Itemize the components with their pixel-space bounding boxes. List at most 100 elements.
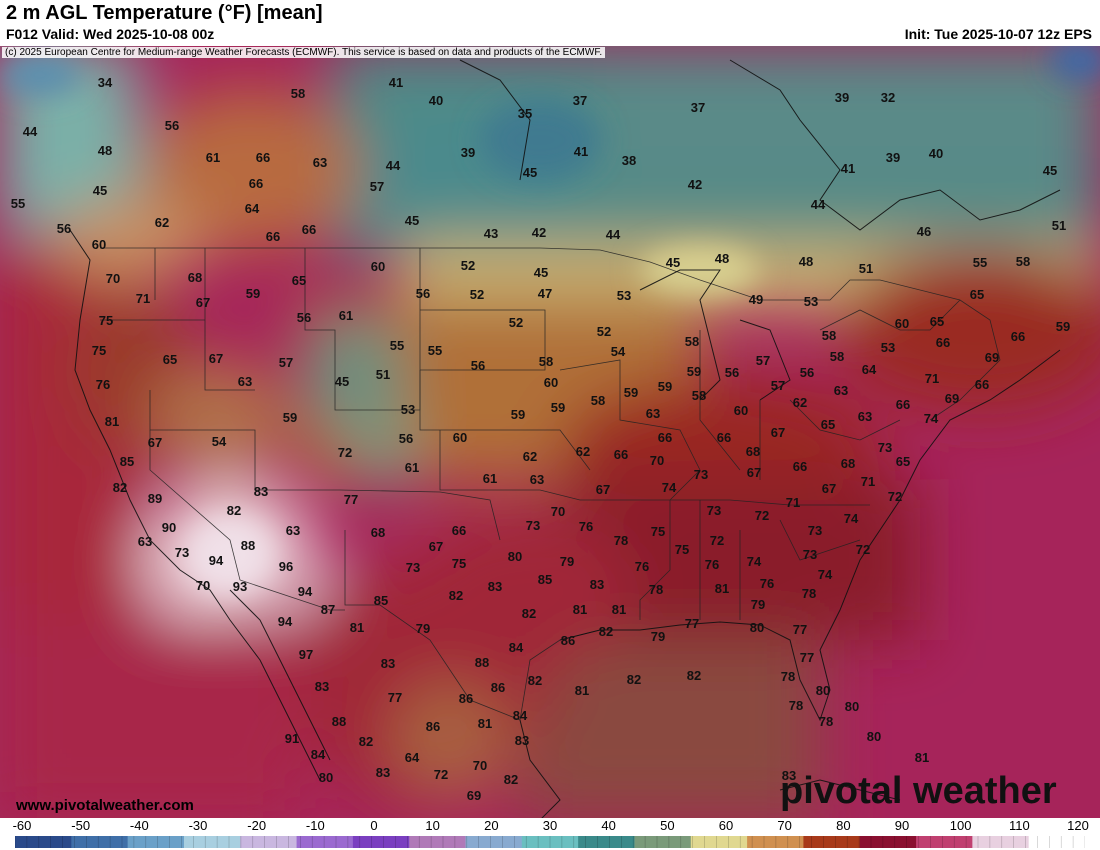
- temperature-value-label: 84: [509, 640, 524, 655]
- temperature-value-label: 82: [687, 668, 701, 683]
- temperature-value-label: 73: [694, 467, 708, 482]
- temperature-value-label: 67: [209, 351, 223, 366]
- legend-color-segment: [71, 836, 129, 848]
- temperature-value-label: 83: [381, 656, 395, 671]
- temperature-value-label: 77: [388, 690, 402, 705]
- temperature-value-label: 75: [675, 542, 689, 557]
- temperature-value-label: 94: [209, 553, 224, 568]
- temperature-value-label: 41: [574, 144, 588, 159]
- temperature-value-label: 81: [478, 716, 492, 731]
- temperature-value-label: 78: [789, 698, 803, 713]
- temperature-value-label: 82: [522, 606, 536, 621]
- temperature-value-label: 66: [256, 150, 270, 165]
- temperature-value-label: 75: [452, 556, 466, 571]
- temperature-value-label: 88: [332, 714, 346, 729]
- temperature-value-label: 84: [311, 747, 326, 762]
- temperature-value-label: 45: [534, 265, 548, 280]
- temperature-value-label: 65: [970, 287, 984, 302]
- temperature-value-label: 56: [297, 310, 311, 325]
- temperature-value-label: 72: [888, 489, 902, 504]
- temperature-value-label: 86: [426, 719, 440, 734]
- temperature-value-label: 60: [895, 316, 909, 331]
- legend-tick: 110: [1008, 818, 1030, 833]
- legend-tick: 90: [894, 818, 910, 833]
- temperature-value-label: 52: [509, 315, 523, 330]
- coastlines: [69, 59, 1061, 818]
- temperature-value-label: 73: [803, 547, 817, 562]
- temperature-value-label: 82: [449, 588, 463, 603]
- temperature-value-label: 38: [622, 153, 636, 168]
- temperature-map[interactable]: 34 44 48 45 58 41 40 37 35 37 39 32 56 61 66 63 44 39 41 38…: [0, 46, 1100, 818]
- temperature-value-label: 65: [896, 454, 910, 469]
- temperature-value-label: 61: [206, 150, 220, 165]
- temperature-labels: 34 44 48 45 58 41 40 37 35 37 39 32 56 61 66 63 44 39 41 38…: [11, 75, 1070, 803]
- temperature-value-label: 64: [862, 362, 877, 377]
- temperature-value-label: 47: [538, 286, 552, 301]
- temperature-value-label: 70: [551, 504, 565, 519]
- temperature-value-label: 81: [105, 414, 119, 429]
- temperature-value-label: 85: [374, 593, 388, 608]
- temperature-value-label: 39: [461, 145, 475, 160]
- temperature-value-label: 66: [1011, 329, 1025, 344]
- temperature-value-label: 66: [936, 335, 950, 350]
- temperature-value-label: 71: [786, 495, 800, 510]
- temperature-value-label: 58: [291, 86, 305, 101]
- temperature-value-label: 53: [401, 402, 415, 417]
- temperature-value-label: 67: [148, 435, 162, 450]
- temperature-value-label: 88: [241, 538, 255, 553]
- temperature-value-label: 90: [162, 520, 176, 535]
- temperature-value-label: 79: [416, 621, 430, 636]
- legend-tick: -60: [12, 818, 32, 833]
- temperature-value-label: 60: [371, 259, 385, 274]
- temperature-value-label: 69: [467, 788, 481, 803]
- temperature-value-label: 76: [705, 557, 719, 572]
- temperature-value-label: 60: [734, 403, 748, 418]
- temperature-value-label: 81: [715, 581, 729, 596]
- legend-color-segment: [296, 836, 354, 848]
- temperature-value-label: 61: [483, 471, 497, 486]
- temperature-value-label: 68: [188, 270, 202, 285]
- temperature-value-label: 77: [685, 616, 699, 631]
- legend-color-segment: [972, 836, 1030, 848]
- temperature-value-label: 44: [606, 227, 621, 242]
- temperature-value-label: 65: [821, 417, 835, 432]
- legend-tick: -40: [129, 818, 149, 833]
- temperature-value-label: 65: [930, 314, 944, 329]
- temperature-value-label: 45: [666, 255, 680, 270]
- temperature-value-label: 66: [614, 447, 628, 462]
- temperature-value-label: 88: [475, 655, 489, 670]
- temperature-value-label: 76: [760, 576, 774, 591]
- temperature-value-label: 85: [120, 454, 134, 469]
- temperature-value-label: 67: [747, 465, 761, 480]
- temperature-value-label: 70: [196, 578, 210, 593]
- temperature-value-label: 66: [658, 430, 672, 445]
- temperature-value-label: 57: [771, 378, 785, 393]
- temperature-value-label: 94: [298, 584, 313, 599]
- legend-color-segment: [352, 836, 410, 848]
- temperature-value-label: 37: [691, 100, 705, 115]
- legend-tick: 10: [425, 818, 440, 833]
- temperature-value-label: 81: [915, 750, 929, 765]
- temperature-value-label: 53: [881, 340, 895, 355]
- temperature-value-label: 57: [279, 355, 293, 370]
- temperature-value-label: 62: [576, 444, 590, 459]
- temperature-value-label: 72: [856, 542, 870, 557]
- temperature-value-label: 51: [1052, 218, 1066, 233]
- temperature-value-label: 56: [399, 431, 413, 446]
- temperature-value-label: 51: [859, 261, 873, 276]
- legend-tick: 60: [718, 818, 734, 833]
- temperature-value-label: 78: [781, 669, 795, 684]
- temperature-value-label: 63: [646, 406, 660, 421]
- temperature-value-label: 63: [530, 472, 544, 487]
- temperature-value-label: 91: [285, 731, 299, 746]
- temperature-value-label: 83: [315, 679, 329, 694]
- legend-tick: 120: [1067, 818, 1089, 833]
- temperature-value-label: 67: [429, 539, 443, 554]
- temperature-value-label: 70: [106, 271, 120, 286]
- temperature-value-label: 45: [335, 374, 349, 389]
- website-link[interactable]: www.pivotalweather.com: [16, 797, 194, 814]
- temperature-value-label: 41: [389, 75, 403, 90]
- temperature-value-label: 82: [227, 503, 241, 518]
- legend-color-segment: [634, 836, 692, 848]
- legend-tick: 20: [484, 818, 499, 833]
